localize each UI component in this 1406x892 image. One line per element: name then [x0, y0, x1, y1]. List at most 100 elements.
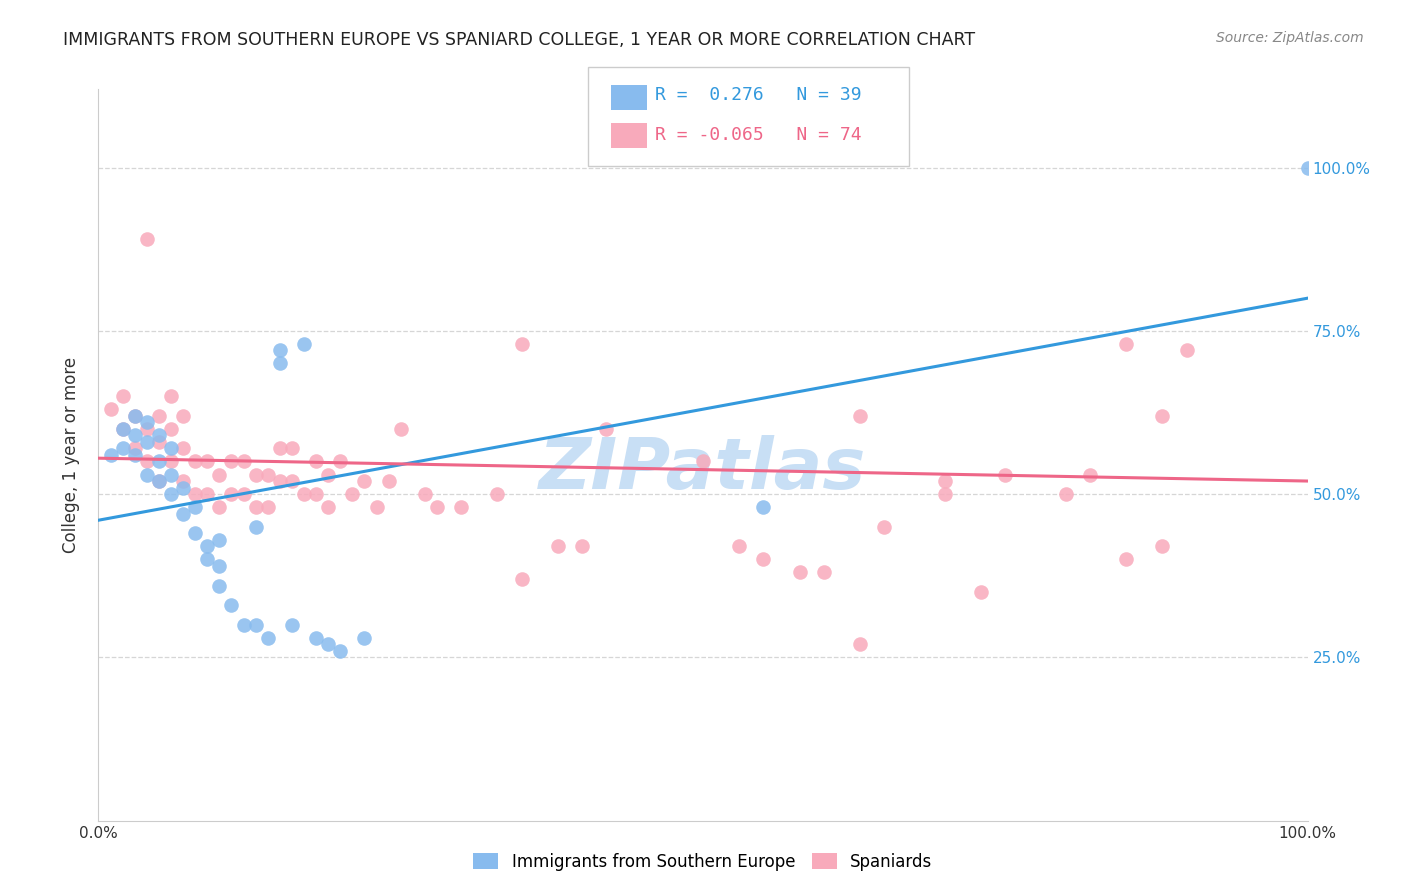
Point [100, 448, 122, 462]
Point [1296, 161, 1319, 175]
Point [305, 631, 328, 645]
Point [377, 474, 399, 488]
Point [148, 428, 170, 442]
Y-axis label: College, 1 year or more: College, 1 year or more [62, 357, 80, 553]
Point [208, 558, 231, 573]
Point [124, 428, 146, 442]
Point [221, 454, 243, 468]
Point [342, 487, 364, 501]
Point [172, 409, 194, 423]
Text: R =  0.276   N = 39: R = 0.276 N = 39 [655, 86, 862, 104]
Point [873, 520, 896, 534]
Point [160, 389, 183, 403]
Point [329, 454, 352, 468]
Point [124, 442, 146, 456]
Point [1115, 552, 1137, 566]
Point [135, 422, 157, 436]
Point [148, 434, 170, 449]
Point [316, 467, 339, 482]
Point [232, 454, 254, 468]
Point [245, 467, 267, 482]
Point [329, 644, 352, 658]
Point [292, 337, 315, 351]
Point [305, 487, 328, 501]
Point [100, 402, 122, 417]
Text: R = -0.065   N = 74: R = -0.065 N = 74 [655, 127, 862, 145]
Point [148, 454, 170, 468]
Point [195, 539, 218, 553]
Point [269, 356, 291, 371]
Point [148, 474, 170, 488]
Point [135, 415, 157, 429]
Point [1152, 409, 1174, 423]
Point [849, 409, 872, 423]
Point [789, 566, 811, 580]
Point [1078, 467, 1101, 482]
Point [486, 487, 509, 501]
Point [195, 454, 218, 468]
FancyBboxPatch shape [588, 67, 908, 166]
Point [160, 422, 183, 436]
Legend: Immigrants from Southern Europe, Spaniards: Immigrants from Southern Europe, Spaniar… [465, 845, 941, 880]
FancyBboxPatch shape [612, 85, 647, 111]
Point [1175, 343, 1198, 358]
Point [269, 474, 291, 488]
Text: IMMIGRANTS FROM SOUTHERN EUROPE VS SPANIARD COLLEGE, 1 YEAR OR MORE CORRELATION : IMMIGRANTS FROM SOUTHERN EUROPE VS SPANI… [63, 31, 976, 49]
Point [305, 454, 328, 468]
Point [245, 500, 267, 515]
Point [172, 442, 194, 456]
Point [208, 500, 231, 515]
Point [934, 474, 956, 488]
Point [316, 637, 339, 651]
Point [426, 500, 449, 515]
Point [195, 552, 218, 566]
Point [208, 533, 231, 547]
Point [208, 578, 231, 592]
Point [160, 487, 183, 501]
Text: Source: ZipAtlas.com: Source: ZipAtlas.com [1216, 31, 1364, 45]
Point [281, 442, 304, 456]
Point [595, 422, 617, 436]
Point [221, 598, 243, 612]
Point [135, 232, 157, 246]
Point [160, 442, 183, 456]
Point [160, 467, 183, 482]
Point [256, 467, 278, 482]
Point [184, 500, 207, 515]
Point [510, 337, 533, 351]
Point [135, 434, 157, 449]
Point [281, 617, 304, 632]
Point [389, 422, 412, 436]
Point [292, 487, 315, 501]
Point [510, 572, 533, 586]
Point [135, 454, 157, 468]
Point [195, 487, 218, 501]
Point [160, 454, 183, 468]
Point [281, 474, 304, 488]
Point [934, 487, 956, 501]
Point [353, 474, 375, 488]
Point [316, 500, 339, 515]
Point [269, 343, 291, 358]
Point [148, 409, 170, 423]
Point [269, 442, 291, 456]
Point [970, 585, 993, 599]
Point [692, 454, 714, 468]
Point [221, 487, 243, 501]
Point [124, 409, 146, 423]
Point [232, 487, 254, 501]
Point [111, 422, 134, 436]
Point [413, 487, 436, 501]
Point [994, 467, 1017, 482]
Point [172, 481, 194, 495]
Point [208, 467, 231, 482]
Text: ZIPatlas: ZIPatlas [540, 435, 866, 504]
Point [148, 474, 170, 488]
Point [245, 520, 267, 534]
Point [172, 474, 194, 488]
Point [232, 617, 254, 632]
Point [111, 389, 134, 403]
Point [353, 631, 375, 645]
Point [849, 637, 872, 651]
Point [111, 422, 134, 436]
